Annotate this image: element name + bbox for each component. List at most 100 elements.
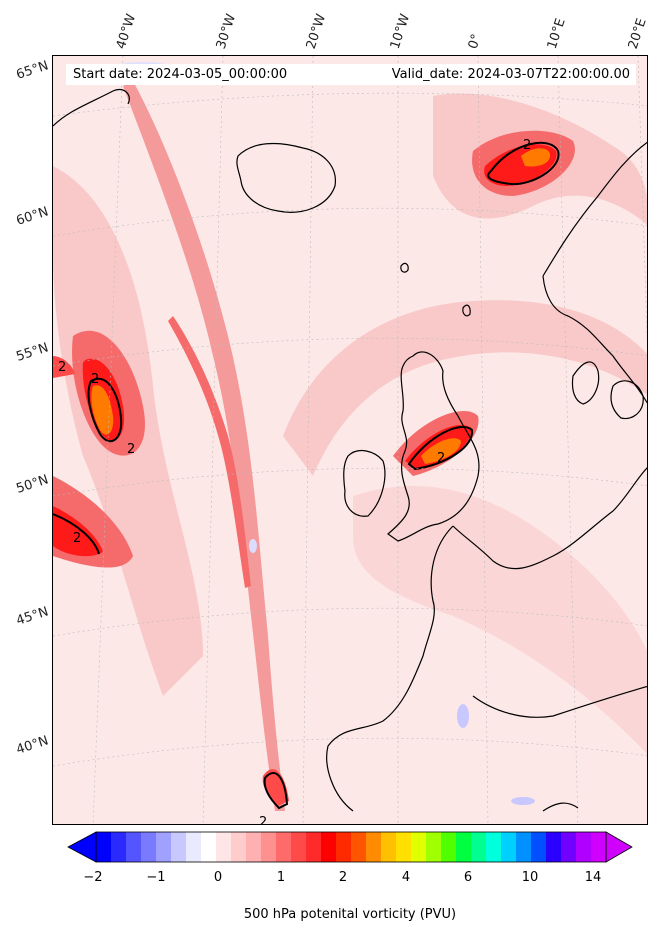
colorbar-swatch xyxy=(546,832,562,862)
lon-label: 0° xyxy=(465,32,485,51)
valid-date: Valid_date: 2024-03-07T22:00:00.00 xyxy=(391,67,630,82)
title-bar: Start date: 2024-03-05_00:00:00 Valid_da… xyxy=(66,64,636,85)
contour-label: 2 xyxy=(523,138,531,153)
lat-label: 55°N xyxy=(14,340,51,365)
lon-label: 20°W xyxy=(303,12,330,51)
coast-shetland xyxy=(462,304,471,317)
pv-max-northwest xyxy=(53,356,75,378)
coast-britain xyxy=(387,351,480,542)
lon-label: 10°W xyxy=(387,12,414,51)
contour-label: 2 xyxy=(73,531,81,546)
pv-contour-2 xyxy=(263,772,289,810)
colorbar-swatch xyxy=(471,832,487,862)
colorbar-swatch xyxy=(291,832,307,862)
colorbar-extend-high xyxy=(605,831,633,863)
pv-peak-west xyxy=(91,385,114,435)
lat-label: 40°N xyxy=(14,733,51,758)
pv-streamer xyxy=(123,81,285,811)
colorbar-swatch xyxy=(96,832,112,862)
colorbar-swatch xyxy=(591,832,607,862)
colorbar-extend-low xyxy=(67,831,97,863)
pv-negative xyxy=(457,704,469,728)
pv-band-light xyxy=(283,300,647,476)
lat-label: 45°N xyxy=(14,604,51,629)
pv-contour-2 xyxy=(407,426,474,471)
lat-label: 50°N xyxy=(14,472,51,497)
colorbar-swatch xyxy=(366,832,382,862)
colorbar-tick: 6 xyxy=(463,870,473,885)
colorbar-swatch xyxy=(381,832,397,862)
contour-label: 2 xyxy=(91,372,99,387)
colorbar-swatch xyxy=(486,832,502,862)
contour-label: 2 xyxy=(127,442,135,457)
colorbar-tick: 2 xyxy=(338,870,348,885)
pv-band-light xyxy=(353,486,647,754)
colorbar-label: 500 hPa potenital vorticity (PVU) xyxy=(243,907,457,922)
pv-field: 2 2 2 2 2 2 2 xyxy=(53,56,647,825)
coast-africa xyxy=(542,802,579,812)
colorbar-swatch xyxy=(516,832,532,862)
colorbar-swatch xyxy=(111,832,127,862)
pv-max-south xyxy=(262,769,289,806)
coast-faroe xyxy=(400,262,409,273)
colorbar-tick: 10 xyxy=(521,870,539,885)
colorbar-tick: 1 xyxy=(276,870,286,885)
colorbar xyxy=(67,831,633,863)
colorbar-tick: 4 xyxy=(401,870,411,885)
contour-label: 2 xyxy=(437,451,445,466)
colorbar-swatch xyxy=(201,832,217,862)
coastlines xyxy=(53,88,647,812)
lon-label: 30°W xyxy=(213,12,240,51)
colorbar-tick: −2 xyxy=(83,870,103,885)
coast-scandinavia xyxy=(542,141,647,404)
coast-greenland xyxy=(53,88,130,127)
colorbar-swatch xyxy=(456,832,472,862)
pv-negative xyxy=(249,539,257,553)
map-panel: 2 2 2 2 2 2 2 xyxy=(52,55,648,825)
colorbar-swatch xyxy=(576,832,592,862)
pv-peak-britain xyxy=(421,438,461,464)
colorbar-swatch xyxy=(531,832,547,862)
lon-label: 20°E xyxy=(625,16,650,51)
colorbar-tick: 14 xyxy=(584,870,602,885)
colorbar-swatch xyxy=(141,832,157,862)
coast-denmark xyxy=(571,361,600,405)
colorbar-swatch xyxy=(186,832,202,862)
pv-max-southwest xyxy=(53,506,103,557)
colorbar-swatch xyxy=(321,832,337,862)
contour-label: 2 xyxy=(259,815,267,825)
lon-label: 40°W xyxy=(113,12,140,51)
pv-contour-2 xyxy=(487,141,560,186)
lon-label: 10°E xyxy=(544,16,569,51)
coast-iceland xyxy=(236,142,336,213)
colorbar-swatch xyxy=(411,832,427,862)
coast-baltic xyxy=(610,380,644,420)
colorbar-swatch xyxy=(261,832,277,862)
colorbar-swatch xyxy=(156,832,172,862)
colorbar-swatch xyxy=(561,832,577,862)
colorbar-swatch xyxy=(171,832,187,862)
pv-negative xyxy=(511,797,535,805)
start-date: Start date: 2024-03-05_00:00:00 xyxy=(73,67,288,82)
pv-contour-2 xyxy=(53,513,100,555)
colorbar-swatch xyxy=(441,832,457,862)
colorbar-swatch xyxy=(126,832,142,862)
lat-label: 60°N xyxy=(14,204,51,229)
contour-label: 2 xyxy=(58,360,66,375)
colorbar-tick: −1 xyxy=(146,870,166,885)
colorbar-frame xyxy=(95,831,607,863)
coast-europe xyxy=(326,467,647,812)
coast-ireland xyxy=(343,449,386,517)
lat-label: 65°N xyxy=(14,58,51,83)
colorbar-swatch xyxy=(216,832,232,862)
colorbar-swatch xyxy=(426,832,442,862)
colorbar-swatch xyxy=(306,832,322,862)
pv-peak-norway xyxy=(521,148,551,167)
colorbar-swatch xyxy=(336,832,352,862)
colorbar-swatch xyxy=(501,832,517,862)
pv-streamer-core xyxy=(168,316,251,588)
colorbar-swatch xyxy=(246,832,262,862)
graticule xyxy=(53,56,647,824)
colorbar-swatch xyxy=(231,832,247,862)
colorbar-swatch xyxy=(396,832,412,862)
